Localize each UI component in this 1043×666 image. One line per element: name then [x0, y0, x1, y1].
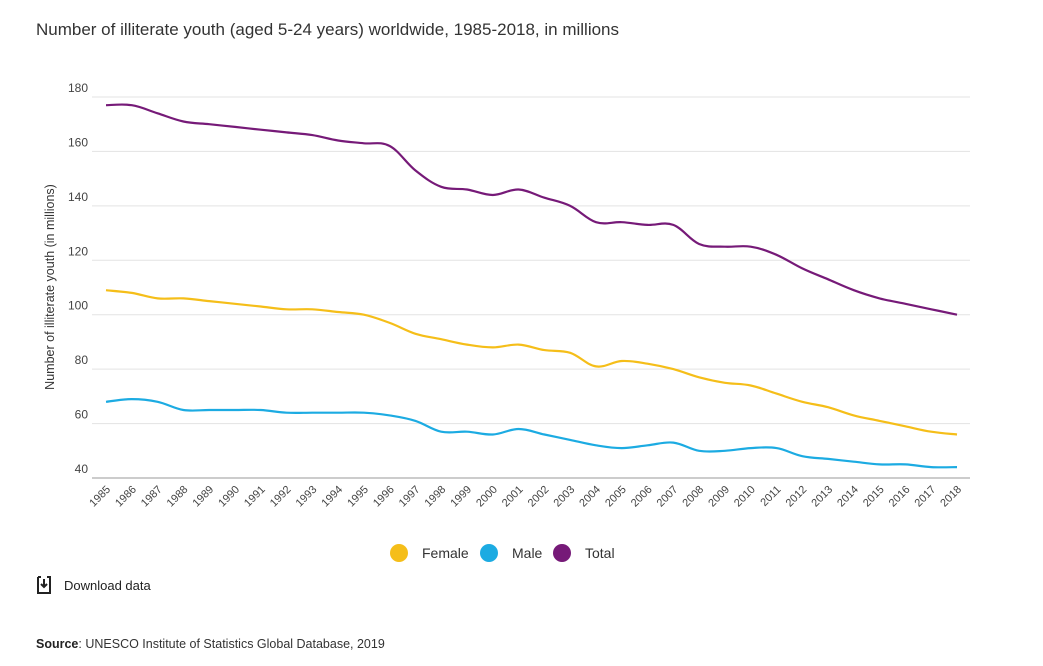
x-tick-label: 2008: [680, 484, 706, 510]
x-tick-label: 1989: [190, 484, 216, 510]
x-tick-label: 2012: [784, 484, 810, 510]
y-axis-ticks: 40 60 80 100 120 140 160 180: [68, 81, 88, 476]
download-data-button[interactable]: Download data: [36, 576, 151, 594]
x-tick-label: 1990: [216, 484, 242, 510]
x-tick-label: 1985: [87, 484, 113, 510]
series-line-total: [105, 103, 958, 316]
y-tick-label: 120: [68, 244, 88, 258]
x-tick-label: 1986: [113, 484, 139, 510]
legend-label-male: Male: [512, 545, 543, 561]
y-tick-label: 180: [68, 81, 88, 95]
x-tick-label: 2014: [835, 484, 861, 510]
x-tick-label: 2016: [887, 484, 913, 510]
legend: Female Male Total: [390, 544, 615, 562]
x-tick-label: 2018: [938, 484, 964, 510]
x-tick-label: 2011: [758, 484, 783, 509]
x-tick-label: 1999: [448, 484, 474, 510]
y-tick-label: 160: [68, 135, 88, 149]
download-data-label: Download data: [64, 577, 151, 593]
y-tick-label: 100: [68, 299, 88, 313]
source-note: Source: UNESCO Institute of Statistics G…: [36, 637, 385, 651]
source-label: Source: [36, 637, 79, 651]
legend-swatch-female: [390, 544, 408, 562]
x-tick-label: 2009: [706, 484, 732, 510]
y-tick-label: 140: [68, 190, 88, 204]
x-tick-label: 2017: [913, 484, 939, 510]
x-tick-label: 2002: [526, 484, 552, 510]
x-tick-label: 1992: [268, 484, 294, 510]
legend-label-female: Female: [422, 545, 469, 561]
x-tick-label: 2007: [655, 484, 681, 510]
x-tick-label: 1987: [139, 484, 165, 510]
legend-label-total: Total: [585, 545, 615, 561]
y-tick-label: 40: [75, 462, 89, 476]
x-tick-label: 2013: [809, 484, 835, 510]
x-tick-label: 2004: [577, 484, 603, 510]
legend-swatch-male: [480, 544, 498, 562]
x-tick-label: 1988: [165, 484, 191, 510]
download-icon: [37, 576, 51, 594]
x-tick-label: 2003: [552, 484, 578, 510]
x-tick-label: 1993: [294, 484, 320, 510]
chart-title: Number of illiterate youth (aged 5-24 ye…: [36, 20, 620, 39]
y-axis-label: Number of illiterate youth (in millions): [43, 184, 57, 390]
x-tick-label: 1995: [345, 484, 371, 510]
x-tick-label: 2001: [500, 484, 526, 510]
legend-swatch-total: [553, 544, 571, 562]
x-tick-label: 1996: [371, 484, 397, 510]
source-text: : UNESCO Institute of Statistics Global …: [78, 637, 385, 651]
grid: [92, 96, 970, 479]
y-tick-label: 80: [75, 353, 89, 367]
x-tick-label: 1994: [319, 484, 345, 510]
x-tick-label: 2010: [732, 484, 758, 510]
x-tick-label: 1997: [397, 484, 423, 510]
x-axis-ticks: 1985 1986 1987 1988 1989 1990 1991 1992 1993 1994…: [87, 484, 964, 510]
x-tick-label: 2005: [603, 484, 629, 510]
x-tick-label: 1998: [423, 484, 449, 510]
series-lines: [105, 103, 958, 469]
x-tick-label: 2000: [474, 484, 500, 510]
x-tick-label: 2006: [629, 484, 655, 510]
series-line-male: [105, 397, 958, 469]
x-tick-label: 2015: [861, 484, 887, 510]
y-tick-label: 60: [75, 408, 89, 422]
x-tick-label: 1991: [242, 484, 268, 510]
series-line-female: [105, 289, 958, 436]
